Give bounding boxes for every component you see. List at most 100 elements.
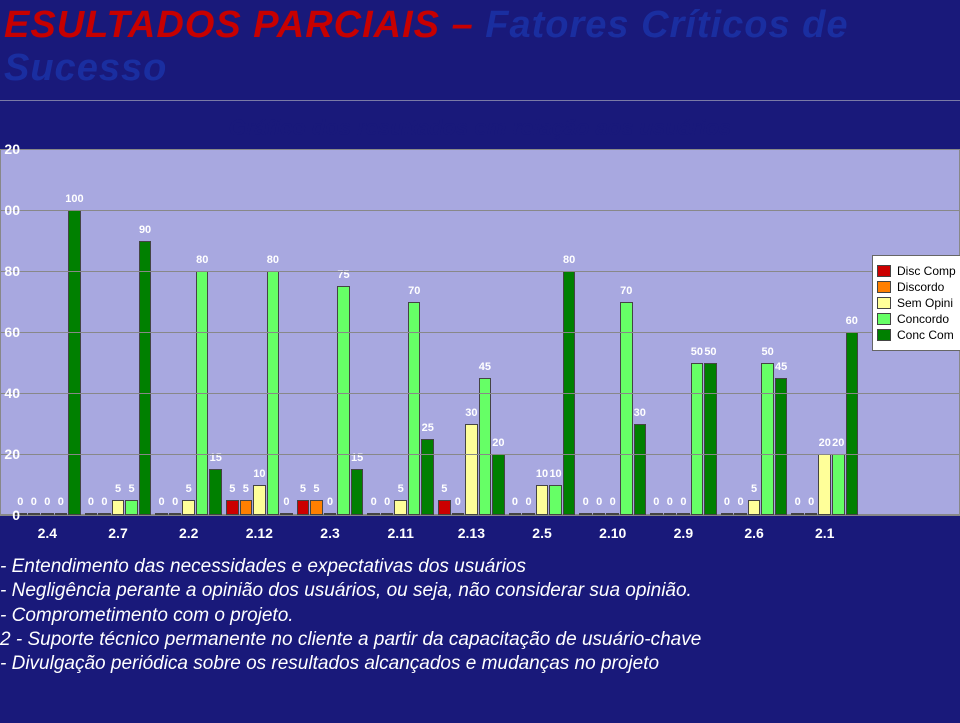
chart-x-label: 2.6 [719, 519, 790, 549]
chart-bar-value: 0 [384, 496, 390, 508]
chart-bar: 5 [438, 500, 451, 515]
chart-bar-value: 0 [283, 496, 289, 508]
chart-bar: 20 [492, 454, 505, 515]
chart-y-label: 40 [0, 385, 20, 401]
chart-bar-value: 0 [525, 496, 531, 508]
chart-x-label: 2.12 [224, 519, 295, 549]
chart-bar-value: 45 [479, 361, 491, 373]
chart-bar-value: 0 [680, 496, 686, 508]
chart-bar-value: 45 [775, 361, 787, 373]
chart-y-label: 60 [0, 324, 20, 340]
chart-bar: 20 [818, 454, 831, 515]
chart-bar-value: 20 [492, 437, 504, 449]
chart-bar: 10 [549, 485, 562, 516]
title-row: ESULTADOS PARCIAIS – Fatores Críticos de… [0, 0, 960, 101]
chart-bar: 45 [775, 378, 788, 515]
chart-bar: 90 [139, 241, 152, 516]
chart-bar-value: 70 [620, 285, 632, 297]
legend-item: Disc Comp [877, 264, 960, 278]
explanation-line: - Negligência perante a opinião dos usuá… [0, 579, 960, 603]
chart-bar-value: 0 [795, 496, 801, 508]
title-underline-thin [0, 100, 960, 101]
chart-bar-value: 20 [832, 437, 844, 449]
legend-swatch [877, 281, 891, 293]
legend-swatch [877, 329, 891, 341]
chart-bar-value: 0 [172, 496, 178, 508]
chart-legend: Disc Comp Discordo Sem Opini Concordo Conc C… [872, 255, 960, 351]
chart-bar: 15 [351, 469, 364, 515]
chart-gridline [0, 210, 960, 211]
chart-bar-value: 50 [761, 346, 773, 358]
chart-y-label: 20 [0, 141, 20, 157]
chart-bar-value: 30 [634, 407, 646, 419]
chart-bar-value: 0 [327, 496, 333, 508]
legend-swatch [877, 265, 891, 277]
title-underline-thick [0, 94, 960, 98]
chart-x-labels: 2.42.72.22.122.32.112.132.52.102.92.62.1 [12, 519, 860, 549]
chart-bar-value: 0 [610, 496, 616, 508]
chart-bar: 5 [112, 500, 125, 515]
legend-label: Concordo [897, 312, 949, 326]
chart-bar: 20 [832, 454, 845, 515]
chart-gridline [0, 454, 960, 455]
chart-title: Gráfico dos resultados em relação aos us… [0, 115, 960, 141]
chart-bar-value: 0 [583, 496, 589, 508]
chart-bar: 25 [421, 439, 434, 515]
chart-plot-area: 0000100005590005801555108005507515005702… [0, 149, 960, 515]
chart-bar-value: 50 [704, 346, 716, 358]
chart-bar-value: 80 [267, 254, 279, 266]
chart-bar-value: 100 [65, 193, 83, 205]
explanation-line: - Comprometimento com o projeto. [0, 604, 960, 628]
chart-bar: 10 [536, 485, 549, 516]
chart-bar-value: 80 [563, 254, 575, 266]
chart-bar-value: 5 [313, 483, 319, 495]
legend-label: Disc Comp [897, 264, 956, 278]
chart-x-label: 2.10 [577, 519, 648, 549]
legend-item: Sem Opini [877, 296, 960, 310]
chart-bar-value: 5 [398, 483, 404, 495]
chart-container: Gráfico dos resultados em relação aos us… [0, 115, 960, 549]
legend-swatch [877, 313, 891, 325]
chart-bar-value: 0 [31, 496, 37, 508]
chart-bar: 30 [634, 424, 647, 516]
legend-label: Discordo [897, 280, 944, 294]
legend-item: Discordo [877, 280, 960, 294]
chart-x-label: 2.1 [789, 519, 860, 549]
chart-bar-value: 0 [667, 496, 673, 508]
chart-gridline [0, 332, 960, 333]
chart-bar-value: 0 [724, 496, 730, 508]
chart-bar-value: 90 [139, 224, 151, 236]
chart-bar: 10 [253, 485, 266, 516]
chart-bar: 70 [408, 302, 421, 516]
chart-bar-value: 25 [422, 422, 434, 434]
chart-bar-value: 5 [300, 483, 306, 495]
chart-bar: 15 [209, 469, 222, 515]
title-main: ESULTADOS PARCIAIS [4, 4, 440, 46]
chart-bar-value: 5 [243, 483, 249, 495]
chart-bar-value: 5 [186, 483, 192, 495]
chart-x-label: 2.3 [295, 519, 366, 549]
chart-bar-value: 0 [371, 496, 377, 508]
chart-bar-value: 60 [846, 315, 858, 327]
chart-x-label: 2.2 [153, 519, 224, 549]
chart-bar: 5 [394, 500, 407, 515]
chart-bar-value: 5 [229, 483, 235, 495]
chart-bar-value: 20 [819, 437, 831, 449]
chart-y-label: 00 [0, 202, 20, 218]
chart-bar-value: 0 [737, 496, 743, 508]
legend-label: Sem Opini [897, 296, 953, 310]
chart-y-label: 80 [0, 263, 20, 279]
chart-bar-value: 5 [128, 483, 134, 495]
explanations-list: - Entendimento das necessidades e expect… [0, 555, 960, 677]
chart-bar-value: 0 [653, 496, 659, 508]
chart-bar-value: 30 [465, 407, 477, 419]
chart-bar-value: 0 [159, 496, 165, 508]
legend-label: Conc Com [897, 328, 954, 342]
chart-x-label: 2.13 [436, 519, 507, 549]
chart-bar-value: 0 [512, 496, 518, 508]
chart: 0000100005590005801555108005507515005702… [0, 149, 960, 549]
chart-x-label: 2.5 [507, 519, 578, 549]
chart-bar-value: 10 [536, 468, 548, 480]
chart-bar: 5 [182, 500, 195, 515]
chart-x-label: 2.7 [83, 519, 154, 549]
